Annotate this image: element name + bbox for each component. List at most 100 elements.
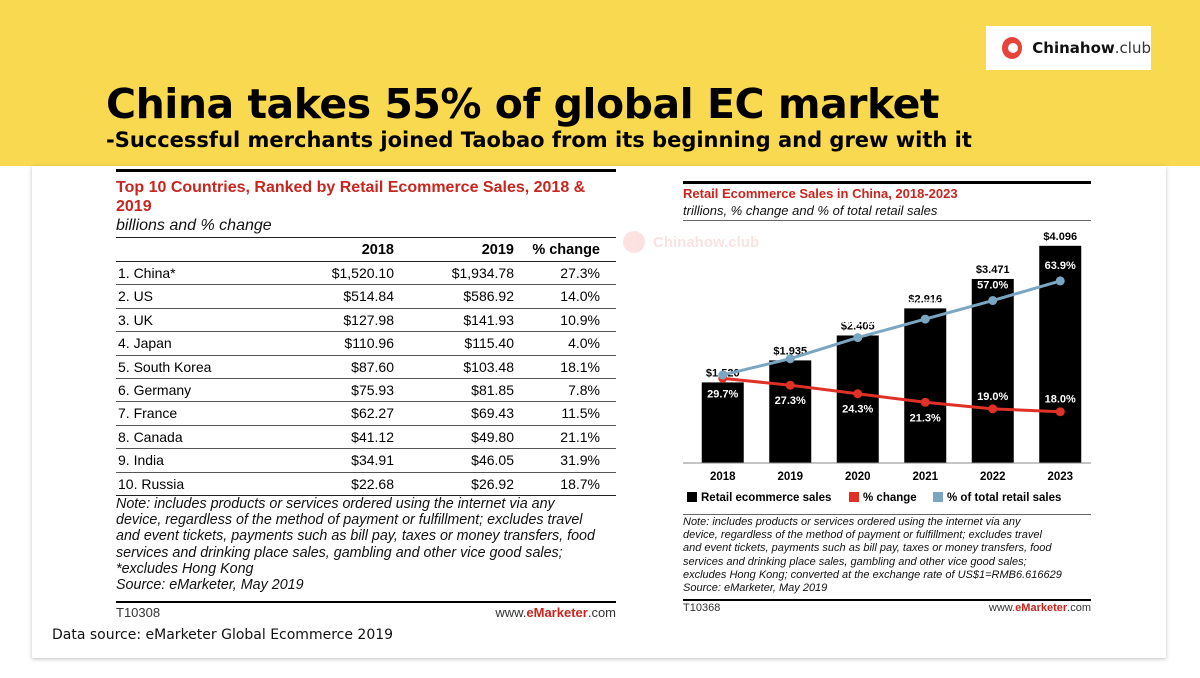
- table-note-line: and event tickets, payments such as bill…: [116, 528, 595, 545]
- value-2019-cell: $26.92: [471, 475, 514, 492]
- table-row: 6. Germany $75.93 $81.85 7.8%: [116, 379, 616, 403]
- country-cell: 5. South Korea: [118, 358, 212, 375]
- change-value-label: 21.3%: [910, 412, 941, 424]
- x-tick-label: 2021: [912, 471, 938, 483]
- chart-note-line: excludes Hong Kong; converted at the exc…: [683, 568, 1062, 581]
- country-cell: 2. US: [118, 288, 154, 305]
- subheadline: -Successful merchants joined Taobao from…: [106, 128, 972, 152]
- table-header: 2018 2019 % change: [116, 237, 616, 262]
- change-point: [1055, 407, 1065, 417]
- change-value-label: 29.7%: [707, 388, 738, 400]
- bar: [904, 308, 947, 463]
- table-row: 8. Canada $41.12 $49.80 21.1%: [116, 426, 616, 450]
- brand-badge[interactable]: Chinahow.club: [986, 26, 1151, 70]
- change-cell: 27.3%: [560, 265, 600, 281]
- combo-chart: $1.520$1.935$2.405$2.916$3.471$4.09630.9…: [683, 231, 1091, 504]
- watermark-logo-icon: [623, 231, 645, 253]
- legend-label: % change: [863, 492, 917, 504]
- value-2019-cell: $103.48: [463, 358, 514, 375]
- table-row: 5. South Korea $87.60 $103.48 18.1%: [116, 356, 616, 379]
- value-2019-cell: $81.85: [471, 381, 514, 398]
- value-2019-cell: $586.92: [463, 288, 514, 305]
- chart-note-line: device, regardless of the method of paym…: [683, 529, 1042, 542]
- legend-swatch: [849, 492, 859, 502]
- china-sales-chart-panel: Retail Ecommerce Sales in China, 2018-20…: [623, 181, 1091, 616]
- value-2019-cell: $1,934.78: [451, 265, 514, 281]
- country-cell: 8. Canada: [118, 428, 183, 445]
- change-point: [988, 404, 998, 414]
- change-line: [722, 376, 1061, 414]
- bar-value-label: $2.916: [908, 293, 942, 305]
- share-point: [785, 354, 795, 364]
- chart-top-rule: [683, 181, 1091, 184]
- x-tick-label: 2018: [710, 471, 736, 483]
- share-point: [853, 333, 863, 343]
- x-tick-label: 2020: [845, 471, 871, 483]
- table-top-rule: [116, 169, 616, 172]
- value-2019-cell: $115.40: [464, 335, 514, 352]
- chart-emarketer-link[interactable]: www.eMarketer.com: [988, 602, 1091, 614]
- chart-note: Note: includes products or services orde…: [683, 516, 1091, 595]
- legend-swatch: [933, 492, 943, 502]
- table-row: 3. UK $127.98 $141.93 10.9%: [116, 309, 616, 333]
- share-value-label: 30.9%: [705, 354, 736, 366]
- chart-title: Retail Ecommerce Sales in China, 2018-20…: [683, 186, 958, 201]
- x-tick-label: 2019: [777, 471, 803, 483]
- change-cell: 14.0%: [560, 288, 600, 305]
- change-value-label: 19.0%: [977, 391, 1008, 403]
- country-cell: 7. France: [118, 405, 178, 422]
- value-2018-cell: $75.93: [351, 381, 394, 398]
- bar: [971, 278, 1014, 463]
- value-2018-cell: $22.68: [351, 475, 394, 492]
- bar-value-label: $2.405: [841, 320, 875, 332]
- value-2018-cell: $41.12: [351, 428, 394, 445]
- data-source: Data source: eMarketer Global Ecommerce …: [52, 627, 394, 643]
- share-point: [988, 296, 998, 306]
- x-tick-label: 2023: [1047, 471, 1073, 483]
- bar-value-label: $4.096: [1043, 231, 1077, 243]
- value-2018-cell: $62.27: [351, 405, 394, 422]
- value-2018-cell: $87.60: [351, 358, 394, 375]
- share-value-label: 57.0%: [977, 280, 1008, 292]
- legend-swatch: [687, 492, 697, 502]
- table-row: 10. Russia $22.68 $26.92 18.7%: [116, 473, 616, 496]
- change-cell: 4.0%: [568, 335, 600, 352]
- bar: [701, 382, 744, 463]
- table-footer-rule: [116, 601, 616, 603]
- change-cell: 31.9%: [560, 452, 600, 469]
- brand-logo-icon: [1002, 37, 1023, 59]
- country-cell: 10. Russia: [118, 475, 185, 492]
- value-2019-cell: $46.05: [471, 452, 514, 469]
- share-line: [722, 279, 1061, 377]
- country-cell: 3. UK: [118, 311, 154, 328]
- header-change: % change: [532, 242, 600, 258]
- change-cell: 18.1%: [560, 358, 600, 375]
- table-row: 9. India $34.91 $46.05 31.9%: [116, 449, 616, 473]
- share-value-label: 44.0%: [842, 317, 873, 329]
- bar: [769, 360, 812, 463]
- share-value-label: 63.9%: [1045, 260, 1076, 272]
- watermark-text: Chinahow.club: [653, 233, 760, 251]
- table-note-line: *excludes Hong Kong: [116, 560, 254, 577]
- table-subtitle: billions and % change: [116, 217, 272, 234]
- country-cell: 4. Japan: [118, 335, 172, 352]
- x-tick-label: 2022: [980, 471, 1006, 483]
- share-point: [1055, 276, 1065, 286]
- chart-note-line: and event tickets, payments such as bill…: [683, 542, 1052, 555]
- table-row: 2. US $514.84 $586.92 14.0%: [116, 285, 616, 309]
- bar-value-label: $1.935: [773, 345, 807, 357]
- watermark: Chinahow.club: [623, 231, 759, 253]
- value-2018-cell: $34.91: [351, 452, 394, 469]
- table-row: 1. China* $1,520.10 $1,934.78 27.3%: [116, 262, 616, 286]
- table-emarketer-link[interactable]: www.eMarketer.com: [495, 605, 616, 620]
- value-2018-cell: $110.96: [344, 335, 394, 352]
- brand-name: Chinahow.club: [1032, 39, 1151, 57]
- header-2019: 2019: [481, 242, 514, 258]
- table-row: 4. Japan $110.96 $115.40 4.0%: [116, 332, 616, 356]
- change-value-label: 24.3%: [842, 404, 873, 416]
- value-2019-cell: $69.43: [471, 405, 514, 422]
- legend-label: % of total retail sales: [947, 492, 1061, 504]
- change-value-label: 27.3%: [775, 395, 806, 407]
- chart-title-rule: [683, 220, 1091, 221]
- bar-value-label: $3.471: [976, 264, 1010, 276]
